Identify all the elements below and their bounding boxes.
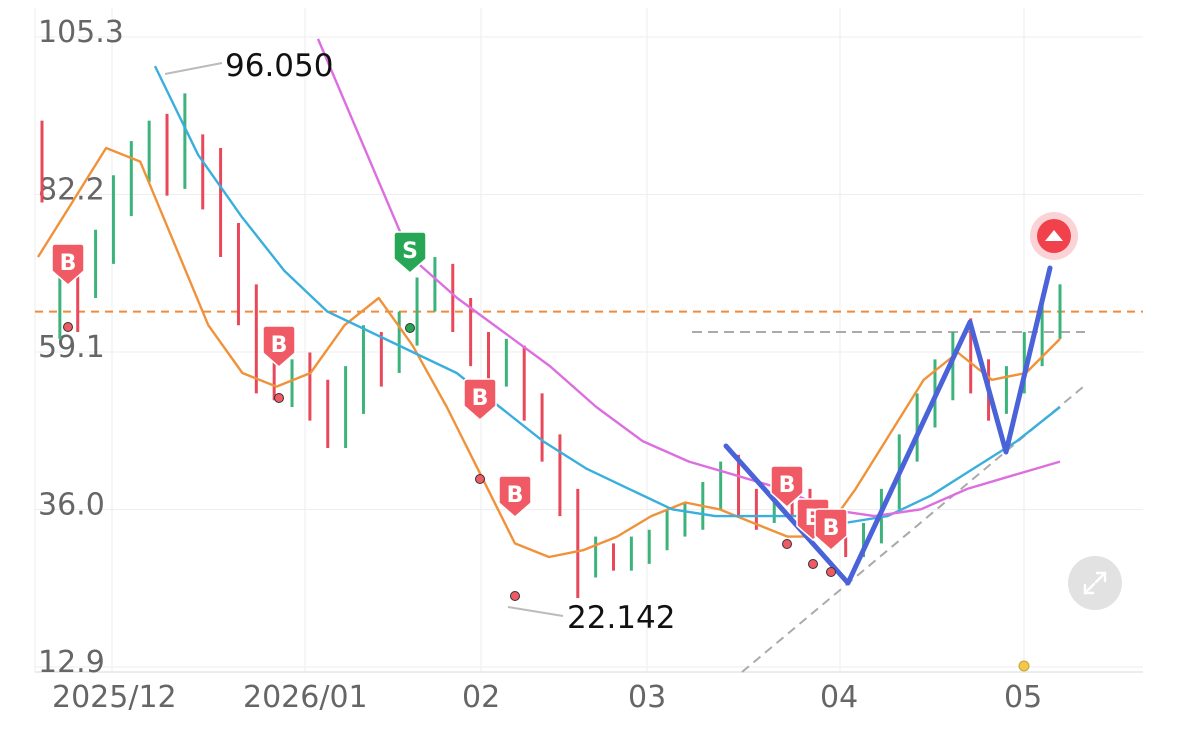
x-axis: 2025/12 2026/01 02 03 04 05: [52, 680, 1042, 715]
y-tick-label: 59.1: [38, 330, 105, 365]
marker-label: B: [472, 386, 489, 411]
buy-marker: [814, 508, 848, 551]
marker-label: B: [779, 473, 796, 498]
signal-dot: [405, 323, 415, 333]
y-tick-label: 12.9: [38, 645, 105, 680]
x-tick-label: 04: [820, 680, 858, 715]
y-tick-label: 36.0: [38, 488, 105, 523]
annotations: 96.050 22.142: [164, 48, 1030, 672]
moving-average-line: [316, 38, 1061, 518]
y-axis: 105.382.259.136.012.9: [38, 15, 124, 680]
price-levels: [35, 310, 1143, 334]
w-pattern: [723, 265, 1053, 586]
signal-dot: [826, 567, 836, 577]
alert-button[interactable]: [1030, 212, 1078, 260]
moving-average-line: [153, 65, 1061, 525]
buy-marker: [51, 243, 85, 286]
sell-marker: [393, 231, 427, 274]
signal-dot: [63, 322, 73, 332]
buy-marker: [770, 465, 804, 508]
signal-dot: [808, 559, 818, 569]
moving-averages: [36, 38, 1061, 559]
buy-marker: [262, 325, 296, 368]
signal-dot: [475, 474, 485, 484]
high-leader-line: [164, 62, 223, 75]
high-price-label: 96.050: [225, 48, 333, 84]
low-price-label: 22.142: [567, 600, 675, 636]
signal-dot: [510, 591, 520, 601]
candles: [40, 93, 1062, 598]
marker-label: B: [60, 251, 77, 276]
x-tick-label: 05: [1004, 680, 1042, 715]
marker-label: B: [507, 483, 524, 508]
event-dot: [1018, 660, 1030, 672]
marker-label: B: [271, 333, 288, 358]
buy-marker: [463, 378, 497, 421]
x-tick-label: 2025/12: [52, 680, 177, 715]
x-tick-label: 2026/01: [243, 680, 368, 715]
expand-icon: [1083, 571, 1107, 595]
caret-up-icon: [1045, 230, 1063, 241]
buy-marker: [498, 475, 532, 518]
y-tick-label: 105.3: [38, 15, 124, 50]
low-leader-line: [507, 606, 564, 617]
expand-button[interactable]: [1068, 556, 1122, 610]
w-pattern-line: [723, 265, 1053, 586]
x-tick-label: 02: [462, 680, 500, 715]
signal-dot: [274, 393, 284, 403]
marker-label: S: [402, 239, 418, 264]
x-tick-label: 03: [628, 680, 666, 715]
marker-label: B: [823, 516, 840, 541]
moving-average-line: [36, 146, 1061, 559]
signal-dot: [782, 539, 792, 549]
